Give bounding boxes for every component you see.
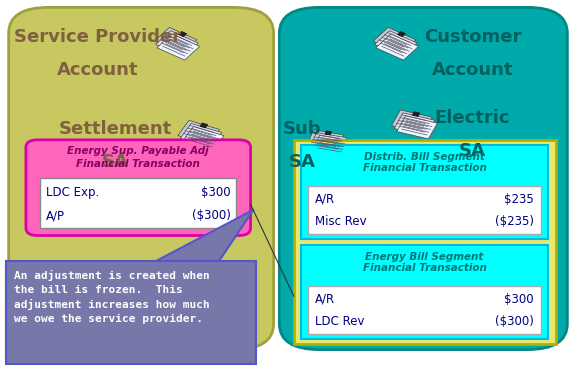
- Text: LDC Rev: LDC Rev: [315, 315, 365, 328]
- Bar: [307, 130, 344, 150]
- Text: ($300): ($300): [495, 315, 534, 328]
- Bar: [376, 34, 419, 60]
- Bar: [200, 123, 208, 128]
- Text: ($300): ($300): [192, 209, 230, 222]
- Bar: [412, 112, 420, 117]
- Text: Settlement: Settlement: [59, 120, 172, 138]
- Bar: [40, 178, 236, 228]
- Text: A/P: A/P: [46, 209, 65, 222]
- FancyBboxPatch shape: [279, 7, 567, 350]
- Text: Service Provider: Service Provider: [14, 28, 181, 46]
- Bar: [182, 127, 224, 151]
- Text: SA: SA: [459, 142, 486, 160]
- Bar: [313, 135, 350, 155]
- Text: Account: Account: [57, 61, 139, 79]
- Text: $300: $300: [505, 293, 534, 306]
- Text: LDC Exp.: LDC Exp.: [46, 186, 99, 199]
- FancyBboxPatch shape: [26, 140, 251, 236]
- Bar: [178, 120, 219, 145]
- Text: An adjustment is created when
the bill is frozen.  This
adjustment increases how: An adjustment is created when the bill i…: [14, 269, 210, 324]
- Bar: [294, 140, 556, 344]
- Bar: [180, 123, 222, 148]
- Text: Customer: Customer: [423, 28, 521, 46]
- FancyBboxPatch shape: [9, 7, 274, 350]
- Bar: [301, 245, 548, 339]
- Text: A/R: A/R: [315, 193, 335, 206]
- Text: Sub: Sub: [283, 120, 322, 138]
- Text: $300: $300: [201, 186, 230, 199]
- Text: Financial Transaction: Financial Transaction: [362, 163, 487, 173]
- Bar: [394, 113, 435, 136]
- Bar: [301, 145, 548, 239]
- Text: Energy Sup. Payable Adj: Energy Sup. Payable Adj: [67, 146, 209, 156]
- Bar: [179, 32, 187, 37]
- Text: Financial Transaction: Financial Transaction: [76, 159, 200, 169]
- Bar: [308, 186, 541, 234]
- Text: Electric: Electric: [434, 109, 510, 127]
- Text: $235: $235: [504, 193, 534, 206]
- Bar: [310, 132, 347, 153]
- Text: ($235): ($235): [495, 215, 534, 228]
- Text: Account: Account: [431, 61, 513, 79]
- Text: SA: SA: [102, 153, 128, 171]
- Bar: [157, 34, 200, 60]
- Text: Distrib. Bill Segment: Distrib. Bill Segment: [364, 152, 485, 162]
- Text: Financial Transaction: Financial Transaction: [362, 263, 487, 273]
- Bar: [373, 28, 416, 53]
- Text: A/R: A/R: [315, 293, 335, 306]
- Text: Misc Rev: Misc Rev: [315, 215, 367, 228]
- Bar: [308, 286, 541, 334]
- Text: Energy Bill Segment: Energy Bill Segment: [365, 252, 484, 262]
- Bar: [156, 31, 198, 57]
- Bar: [6, 261, 256, 364]
- Bar: [392, 110, 432, 133]
- Bar: [397, 116, 437, 139]
- Bar: [154, 28, 197, 53]
- Polygon shape: [156, 210, 253, 261]
- Text: SA: SA: [289, 153, 316, 171]
- Bar: [397, 32, 406, 37]
- Bar: [374, 31, 417, 57]
- Bar: [325, 131, 332, 135]
